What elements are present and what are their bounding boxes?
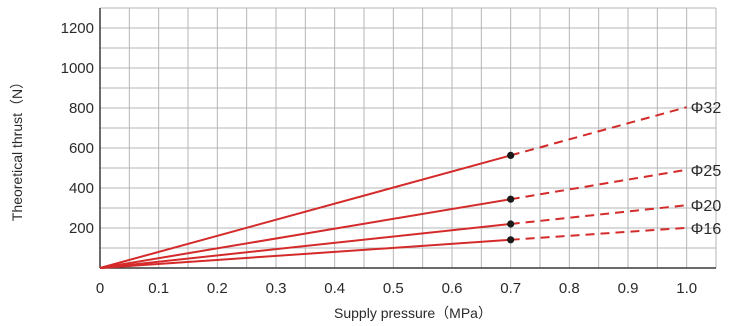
y-tick-label: 800 <box>69 100 94 117</box>
series-label: Φ20 <box>691 198 722 215</box>
y-tick-label: 600 <box>69 140 94 157</box>
x-tick-label: 0.7 <box>500 280 521 297</box>
series-label: Φ32 <box>691 100 722 117</box>
x-tick-label: 0.1 <box>148 280 169 297</box>
x-tick-label: 0.3 <box>266 280 287 297</box>
series-marker <box>507 195 515 203</box>
series-line-solid <box>99 238 511 269</box>
y-tick-label: 1200 <box>61 20 94 37</box>
series-marker <box>507 151 515 159</box>
y-tick-label: 200 <box>69 220 94 237</box>
series-line-solid <box>99 154 511 269</box>
x-tick-label: 0 <box>96 280 104 297</box>
x-tick-label: 0.4 <box>324 280 345 297</box>
x-tick-label: 0.2 <box>207 280 228 297</box>
axes <box>99 8 716 269</box>
y-tick-label: 400 <box>69 180 94 197</box>
series-label: Φ16 <box>691 221 722 238</box>
x-tick-label: 0.6 <box>442 280 463 297</box>
x-axis-title: Supply pressure（MPa） <box>334 305 492 321</box>
series-lines: Φ32 Φ25 Φ20 Φ16 <box>99 100 722 269</box>
series-marker <box>507 236 515 244</box>
y-axis-title: Theoretical thrust（N） <box>9 75 25 221</box>
grid-lines <box>100 7 717 268</box>
series-line-solid <box>99 198 511 269</box>
series-line-solid <box>99 223 511 269</box>
x-tick-label: 1.0 <box>676 280 697 297</box>
x-tick-label: 0.8 <box>559 280 580 297</box>
y-tick-label: 1000 <box>61 60 94 77</box>
series-label: Φ25 <box>691 163 722 180</box>
series-line-dashed <box>510 106 687 157</box>
series-marker <box>507 220 515 228</box>
x-tick-label: 0.9 <box>618 280 639 297</box>
tick-labels: 0 0.1 0.2 0.3 0.4 0.5 0.6 0.7 0.8 0.9 1.0 200 400 600… <box>61 20 697 297</box>
x-tick-label: 0.5 <box>383 280 404 297</box>
